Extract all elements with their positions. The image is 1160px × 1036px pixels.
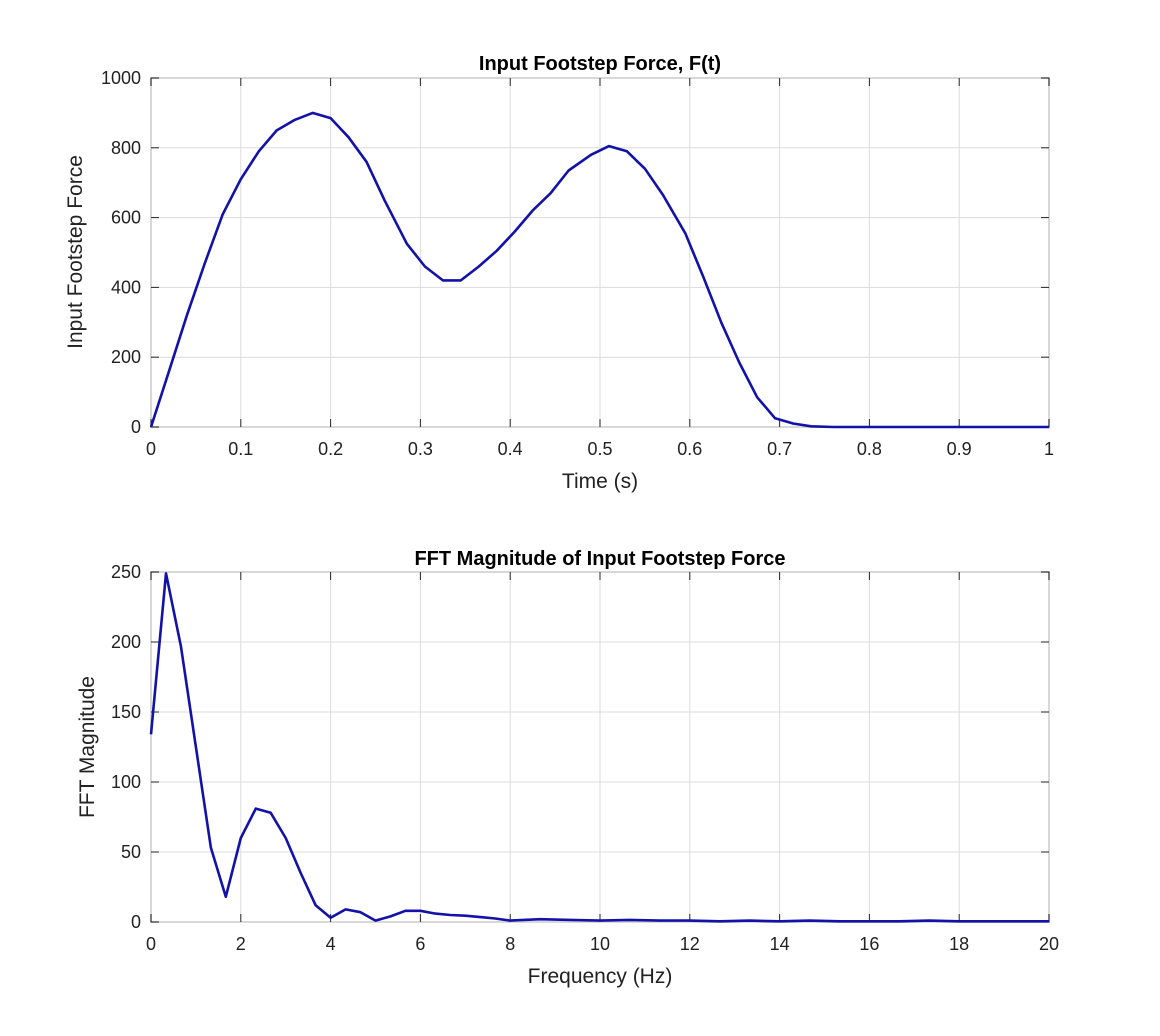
y-tick-label: 400 bbox=[111, 277, 141, 297]
x-tick-label: 0 bbox=[146, 934, 156, 954]
x-tick-label: 0.5 bbox=[587, 439, 612, 459]
y-tick-label: 150 bbox=[111, 702, 141, 722]
x-tick-label: 14 bbox=[770, 934, 790, 954]
fft-magnitude-plot: 0 2 4 6 8 10 12 14 16 18 20 0 50 100 150 200 250 FFT Ma… bbox=[76, 548, 1059, 988]
y-tick-labels: 0 200 400 600 800 1000 bbox=[101, 68, 141, 437]
plot-title: Input Footstep Force, F(t) bbox=[479, 53, 721, 75]
x-tick-label: 20 bbox=[1039, 934, 1059, 954]
series-line bbox=[149, 572, 1049, 923]
x-tick-label: 0.1 bbox=[228, 439, 253, 459]
x-tick-label: 0 bbox=[146, 439, 156, 459]
y-tick-label: 50 bbox=[121, 842, 141, 862]
y-tick-label: 0 bbox=[131, 912, 141, 932]
x-tick-label: 1 bbox=[1044, 439, 1054, 459]
x-tick-label: 10 bbox=[590, 934, 610, 954]
x-tick-label: 0.8 bbox=[857, 439, 882, 459]
y-tick-labels: 0 50 100 150 200 250 bbox=[111, 562, 141, 932]
y-tick-label: 100 bbox=[111, 772, 141, 792]
x-axis-label: Time (s) bbox=[562, 470, 638, 493]
x-tick-label: 0.3 bbox=[408, 439, 433, 459]
series-lines bbox=[149, 111, 1049, 429]
x-tick-label: 2 bbox=[236, 934, 246, 954]
x-tick-label: 18 bbox=[949, 934, 969, 954]
plot-title: FFT Magnitude of Input Footstep Force bbox=[414, 548, 785, 570]
gridlines bbox=[150, 77, 1050, 428]
x-tick-label: 0.7 bbox=[767, 439, 792, 459]
x-axis-label: Frequency (Hz) bbox=[528, 965, 673, 988]
x-tick-label: 0.9 bbox=[947, 439, 972, 459]
y-tick-label: 800 bbox=[111, 138, 141, 158]
y-tick-label: 600 bbox=[111, 208, 141, 228]
x-tick-label: 6 bbox=[415, 934, 425, 954]
x-tick-labels: 0 0.1 0.2 0.3 0.4 0.5 0.6 0.7 0.8 0.9 1 bbox=[146, 439, 1054, 459]
x-tick-labels: 0 2 4 6 8 10 12 14 16 18 20 bbox=[146, 934, 1059, 954]
x-tick-label: 12 bbox=[680, 934, 700, 954]
x-tick-label: 4 bbox=[326, 934, 336, 954]
y-axis-label: Input Footstep Force bbox=[64, 155, 87, 349]
x-tick-label: 0.2 bbox=[318, 439, 343, 459]
y-tick-label: 200 bbox=[111, 632, 141, 652]
y-axis-label: FFT Magnitude bbox=[76, 676, 99, 818]
x-tick-label: 16 bbox=[859, 934, 879, 954]
y-tick-label: 200 bbox=[111, 347, 141, 367]
series-lines bbox=[149, 572, 1049, 923]
x-tick-label: 0.6 bbox=[677, 439, 702, 459]
y-tick-label: 250 bbox=[111, 562, 141, 582]
y-tick-label: 1000 bbox=[101, 68, 141, 88]
x-tick-label: 8 bbox=[505, 934, 515, 954]
y-tick-label: 0 bbox=[131, 417, 141, 437]
series-line bbox=[149, 111, 1049, 429]
force-time-plot: 0 0.1 0.2 0.3 0.4 0.5 0.6 0.7 0.8 0.9 1 0 200 400 600… bbox=[64, 53, 1054, 493]
x-tick-label: 0.4 bbox=[498, 439, 523, 459]
